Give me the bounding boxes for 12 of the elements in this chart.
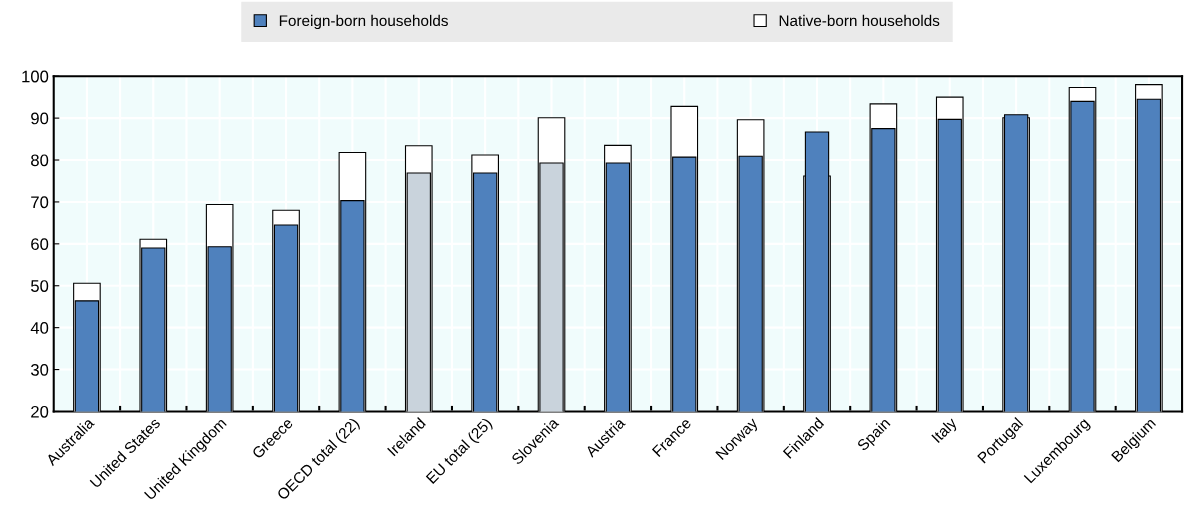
legend-label: Foreign-born households xyxy=(279,14,448,30)
legend-label: Native-born households xyxy=(779,14,940,27)
y-tick-label: 70 xyxy=(31,196,49,209)
y-tick-label: 100 xyxy=(22,70,49,83)
y-tick-label: 30 xyxy=(30,363,49,376)
y-tick-label: 90 xyxy=(31,112,49,125)
y-tick-label: 50 xyxy=(31,280,49,292)
y-tick-label: 80 xyxy=(31,154,49,167)
x-tick-label: Italy xyxy=(930,416,960,446)
y-tick-label: 20 xyxy=(31,405,49,418)
y-tick-label: 40 xyxy=(30,322,49,334)
y-tick-label: 60 xyxy=(31,238,49,251)
